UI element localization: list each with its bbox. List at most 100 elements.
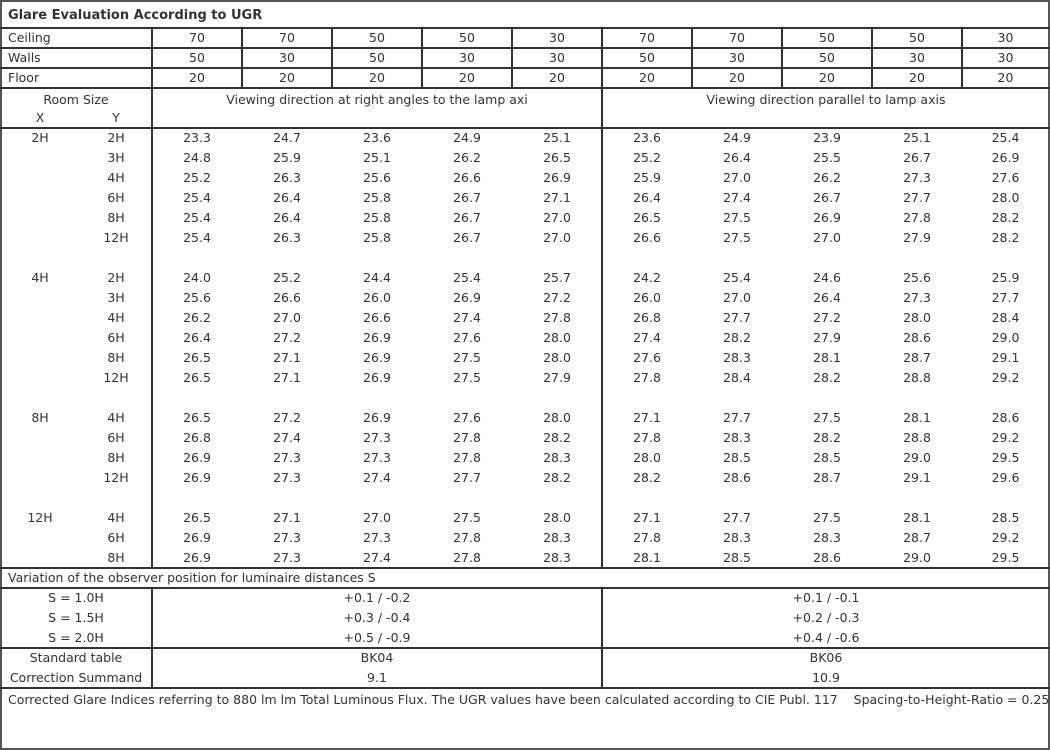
- reflectance-value: 50: [369, 50, 385, 65]
- ugr-value: 24.0: [183, 270, 211, 285]
- ugr-value: 26.9: [183, 450, 211, 465]
- ugr-value: 28.2: [633, 470, 661, 485]
- divider: [331, 28, 333, 88]
- ugr-value: 27.8: [453, 530, 481, 545]
- ugr-value: 26.4: [723, 150, 751, 165]
- variation-parallel: +0.2 / -0.3: [792, 610, 860, 625]
- ugr-value: 27.4: [273, 430, 301, 445]
- ugr-value: 27.6: [453, 410, 481, 425]
- ugr-value: 26.4: [273, 190, 301, 205]
- ugr-value: 25.2: [273, 270, 301, 285]
- divider: [511, 28, 513, 88]
- reflectance-value: 70: [279, 30, 295, 45]
- room-y: 2H: [107, 130, 125, 145]
- reflectance-value: 20: [729, 70, 745, 85]
- standard-table-label: Standard table: [29, 650, 123, 665]
- divider: [0, 587, 1050, 589]
- ugr-value: 27.7: [723, 310, 751, 325]
- room-y: 3H: [107, 150, 125, 165]
- ugr-value: 26.9: [183, 550, 211, 565]
- ugr-value: 27.3: [273, 550, 301, 565]
- ugr-value: 26.2: [813, 170, 841, 185]
- ugr-value: 28.1: [903, 510, 931, 525]
- ugr-value: 27.5: [723, 210, 751, 225]
- divider: [0, 27, 1050, 29]
- ugr-value: 26.0: [363, 290, 391, 305]
- ugr-value: 27.3: [363, 450, 391, 465]
- ugr-value: 27.5: [813, 510, 841, 525]
- reflectance-value: 20: [279, 70, 295, 85]
- ugr-value: 25.1: [903, 130, 931, 145]
- divider: [151, 588, 153, 688]
- divider: [0, 67, 1050, 69]
- ugr-value: 28.3: [723, 350, 751, 365]
- room-y: 12H: [103, 370, 129, 385]
- ugr-value: 27.8: [453, 450, 481, 465]
- correction-summand-label: Correction Summand: [9, 670, 143, 685]
- ugr-value: 26.9: [363, 350, 391, 365]
- reflectance-value: 30: [549, 50, 565, 65]
- room-x: 12H: [27, 510, 53, 525]
- ugr-value: 27.7: [453, 470, 481, 485]
- ugr-value: 26.9: [813, 210, 841, 225]
- ugr-value: 27.5: [453, 510, 481, 525]
- reflectance-label: Ceiling: [8, 30, 51, 45]
- ugr-value: 27.0: [543, 230, 571, 245]
- ugr-value: 27.7: [903, 190, 931, 205]
- ugr-value: 27.3: [363, 530, 391, 545]
- ugr-value: 27.1: [633, 510, 661, 525]
- x-label: X: [35, 110, 45, 125]
- correction-summand-parallel: 10.9: [812, 670, 840, 685]
- ugr-value: 27.8: [633, 530, 661, 545]
- room-y: 4H: [107, 310, 125, 325]
- ugr-value: 27.1: [633, 410, 661, 425]
- room-y: 4H: [107, 510, 125, 525]
- ugr-value: 27.9: [813, 330, 841, 345]
- ugr-value: 26.7: [453, 230, 481, 245]
- ugr-value: 25.1: [543, 130, 571, 145]
- divider: [0, 47, 1050, 49]
- ugr-value: 27.5: [813, 410, 841, 425]
- ugr-value: 27.4: [363, 550, 391, 565]
- divider: [0, 87, 1050, 89]
- room-y: 8H: [107, 550, 125, 565]
- ugr-value: 28.5: [813, 450, 841, 465]
- ugr-value: 28.0: [991, 190, 1020, 205]
- ugr-value: 27.7: [723, 510, 751, 525]
- ugr-value: 28.0: [543, 510, 571, 525]
- ugr-value: 26.9: [363, 410, 391, 425]
- variation-label: S = 2.0H: [48, 630, 104, 645]
- ugr-value: 27.0: [273, 310, 301, 325]
- room-y: 8H: [107, 210, 125, 225]
- ugr-value: 26.5: [633, 210, 661, 225]
- room-y: 6H: [107, 430, 125, 445]
- ugr-value: 27.2: [543, 290, 571, 305]
- reflectance-value: 50: [819, 30, 835, 45]
- ugr-value: 29.2: [991, 430, 1020, 445]
- ugr-value: 28.3: [543, 530, 571, 545]
- reflectance-value: 50: [909, 30, 925, 45]
- divider: [151, 28, 153, 568]
- ugr-value: 25.4: [183, 230, 211, 245]
- divider: [871, 28, 873, 88]
- ugr-value: 28.0: [543, 330, 571, 345]
- ugr-value: 26.5: [183, 350, 211, 365]
- ugr-value: 29.6: [991, 470, 1020, 485]
- ugr-value: 25.9: [991, 270, 1020, 285]
- ugr-value: 28.6: [991, 410, 1020, 425]
- ugr-value: 28.2: [813, 370, 841, 385]
- standard-table-perpendicular: BK04: [360, 650, 394, 665]
- reflectance-value: 30: [997, 30, 1014, 45]
- variation-parallel: +0.4 / -0.6: [792, 630, 860, 645]
- ugr-value: 26.4: [813, 290, 841, 305]
- ugr-value: 28.2: [813, 430, 841, 445]
- ugr-value: 25.9: [633, 170, 661, 185]
- ugr-value: 29.2: [991, 530, 1020, 545]
- ugr-value: 27.2: [273, 410, 301, 425]
- ugr-value: 27.0: [363, 510, 391, 525]
- reflectance-value: 70: [729, 30, 745, 45]
- ugr-value: 28.2: [543, 430, 571, 445]
- ugr-value: 25.2: [633, 150, 661, 165]
- room-y: 4H: [107, 170, 125, 185]
